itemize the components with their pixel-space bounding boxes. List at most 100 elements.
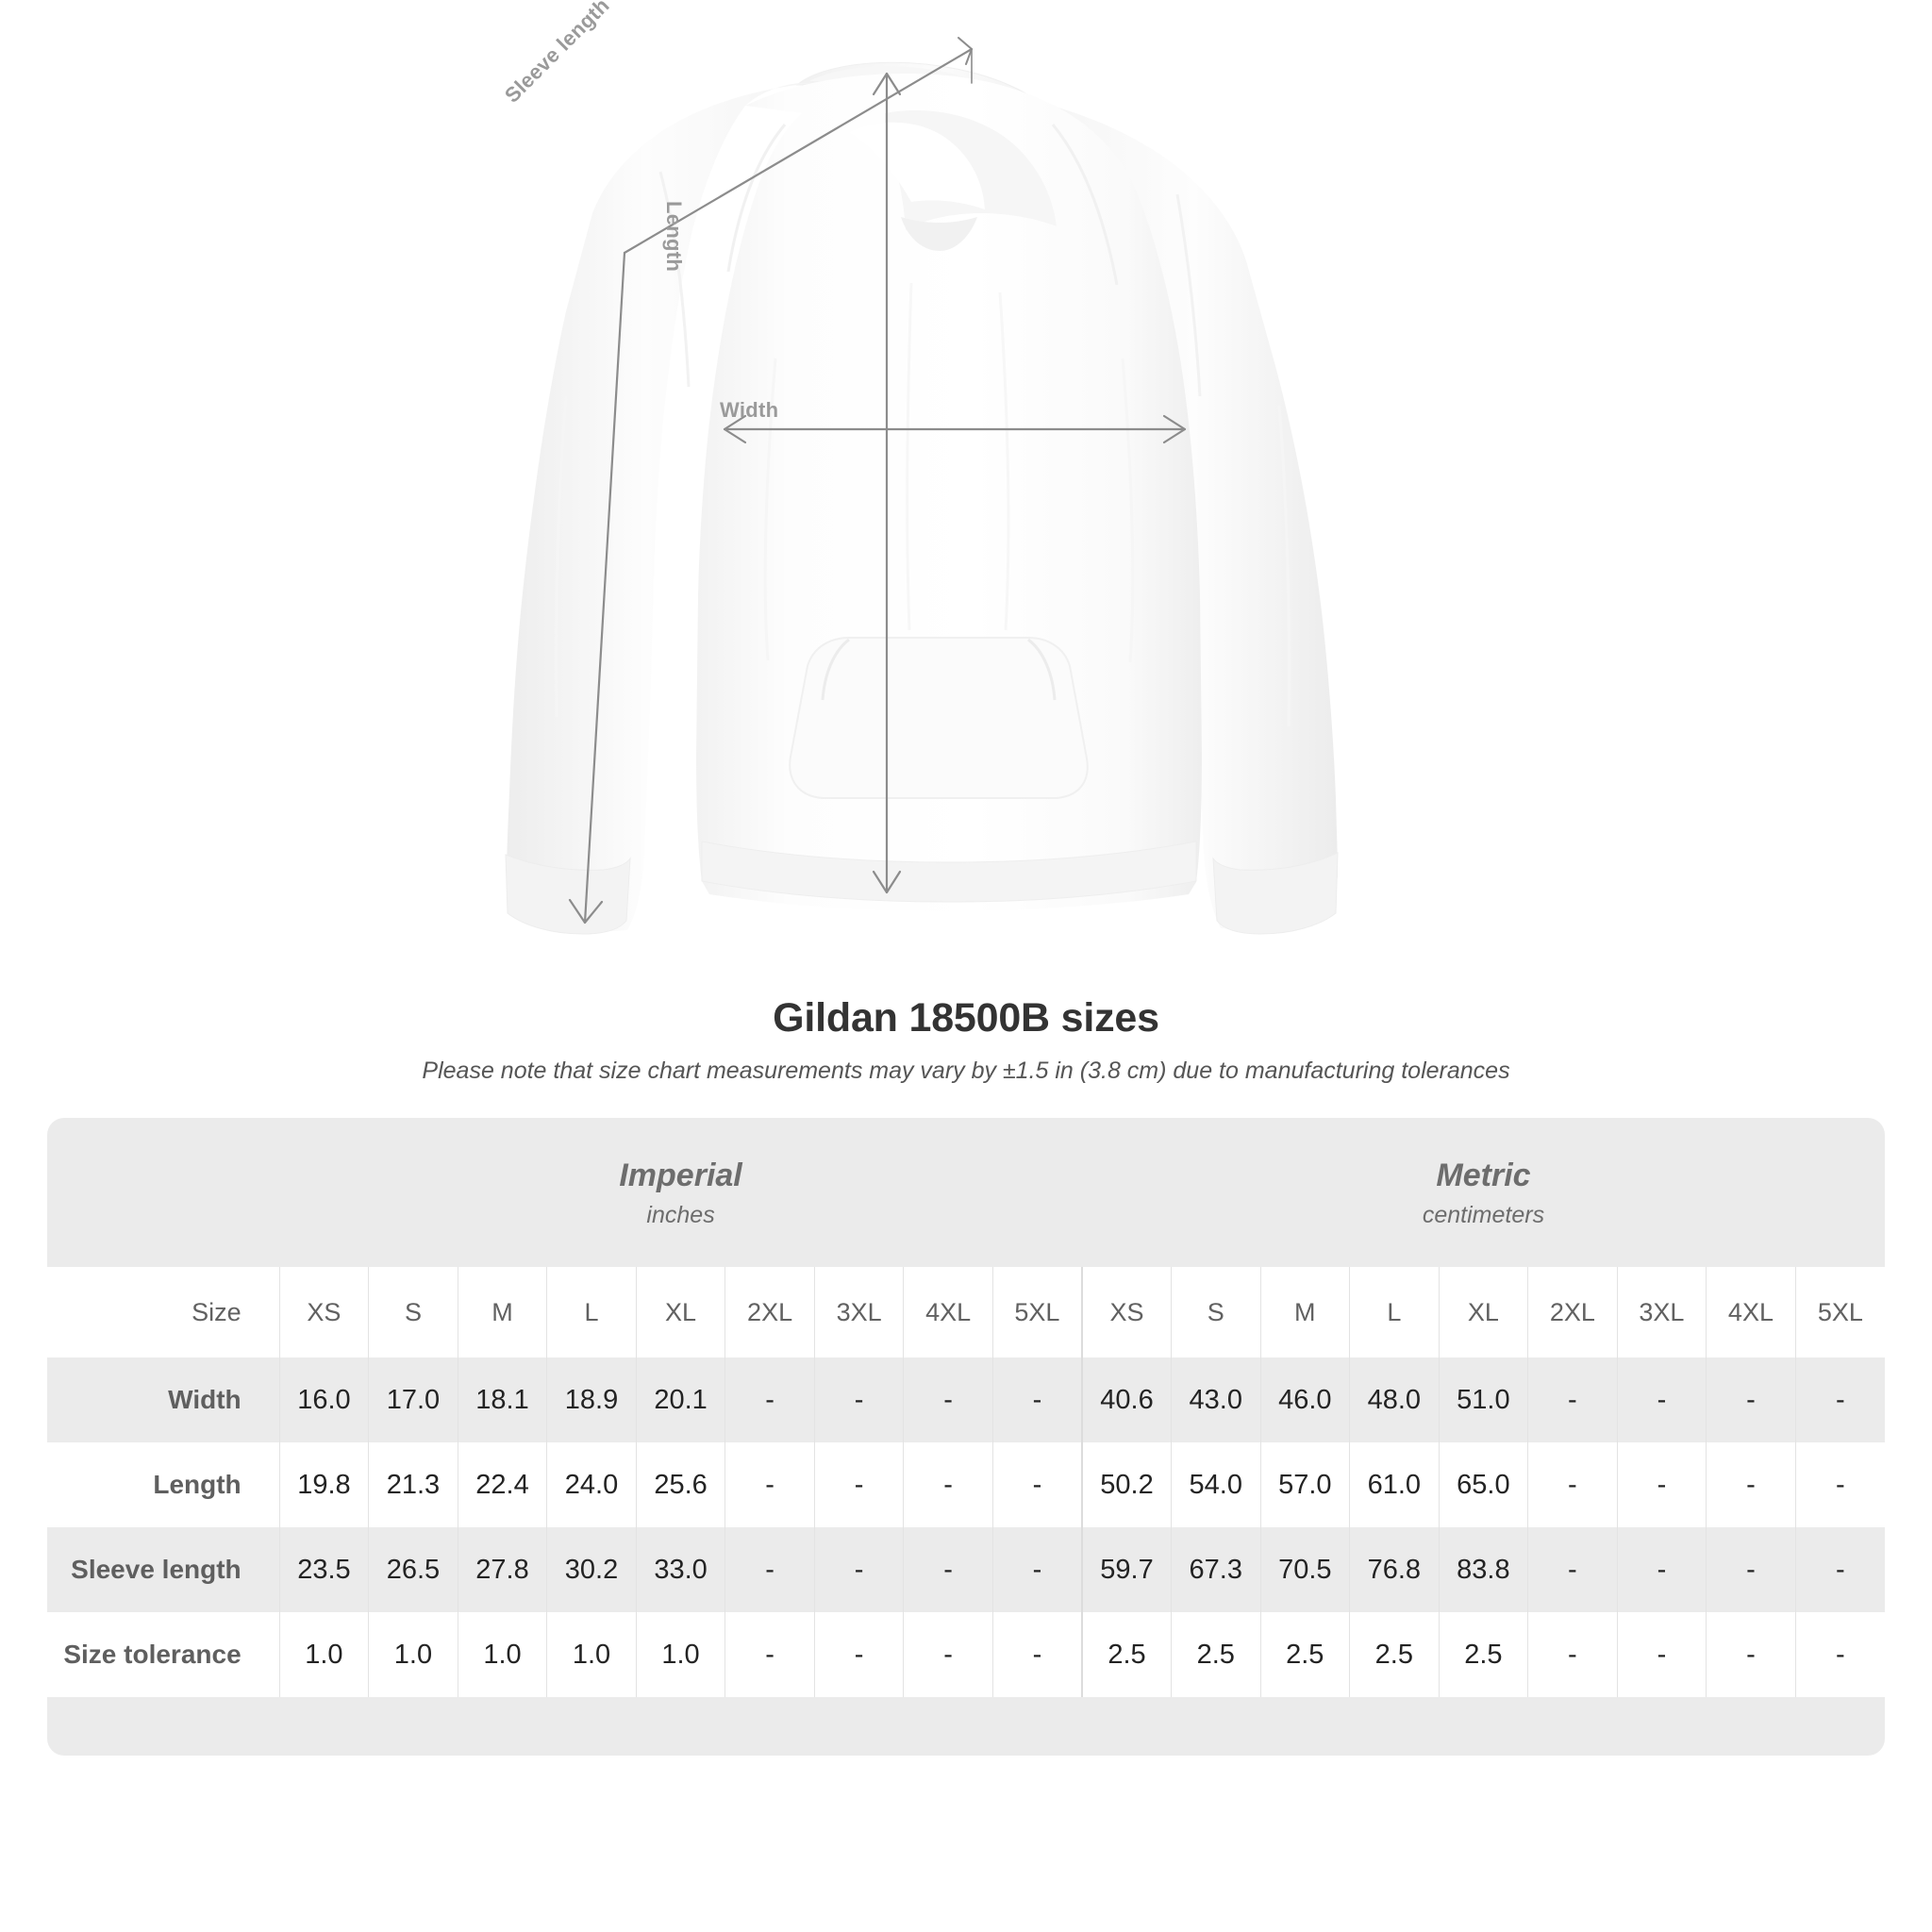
size-col-metric-s: S: [1171, 1267, 1261, 1357]
cell-length-metric-l: 61.0: [1349, 1442, 1440, 1527]
cell-tolerance-imperial-l: 1.0: [546, 1612, 637, 1697]
cell-width-imperial-2xl: -: [724, 1357, 815, 1442]
size-col-metric-2xl: 2XL: [1527, 1267, 1618, 1357]
cell-sleeve-imperial-2xl: -: [724, 1527, 815, 1612]
size-col-imperial-xl: XL: [635, 1267, 725, 1357]
size-col-imperial-m: M: [457, 1267, 547, 1357]
row-label-length: Length: [47, 1442, 280, 1527]
size-col-imperial-2xl: 2XL: [724, 1267, 815, 1357]
cell-sleeve-metric-3xl: -: [1616, 1527, 1707, 1612]
cell-length-metric-xs: 50.2: [1080, 1442, 1172, 1527]
garment-diagram: Sleeve length Length Width: [500, 0, 1339, 935]
cell-length-imperial-xs: 19.8: [278, 1442, 369, 1527]
row-label-sleeve-length: Sleeve length: [47, 1527, 280, 1612]
cell-width-imperial-xl: 20.1: [635, 1357, 725, 1442]
unit-sub-metric: centimeters: [1422, 1201, 1545, 1228]
cell-length-imperial-3xl: -: [813, 1442, 904, 1527]
size-col-imperial-3xl: 3XL: [813, 1267, 904, 1357]
cell-length-metric-2xl: -: [1527, 1442, 1618, 1527]
size-col-imperial-4xl: 4XL: [903, 1267, 993, 1357]
width-annotation-label: Width: [720, 398, 779, 422]
page-title: Gildan 18500B sizes: [773, 995, 1159, 1041]
cell-width-imperial-s: 17.0: [368, 1357, 458, 1442]
cell-length-imperial-m: 22.4: [457, 1442, 547, 1527]
table-footer-left: [47, 1697, 280, 1756]
cell-tolerance-metric-s: 2.5: [1171, 1612, 1261, 1697]
page-subtitle: Please note that size chart measurements…: [422, 1058, 1510, 1084]
row-label-size-tolerance: Size tolerance: [47, 1612, 280, 1697]
size-col-metric-3xl: 3XL: [1616, 1267, 1707, 1357]
cell-length-metric-5xl: -: [1794, 1442, 1885, 1527]
cell-tolerance-metric-xs: 2.5: [1080, 1612, 1172, 1697]
size-col-imperial-l: L: [546, 1267, 637, 1357]
cell-width-metric-3xl: -: [1616, 1357, 1707, 1442]
cell-width-imperial-xs: 16.0: [278, 1357, 369, 1442]
table-row-size-tolerance: Size tolerance 1.0 1.0 1.0 1.0 1.0 - - -…: [47, 1612, 1885, 1697]
unit-banner-imperial: Imperial inches: [279, 1118, 1082, 1267]
cell-tolerance-metric-xl: 2.5: [1438, 1612, 1528, 1697]
length-annotation-label: Length: [662, 201, 686, 273]
cell-width-imperial-l: 18.9: [546, 1357, 637, 1442]
size-col-metric-m: M: [1259, 1267, 1350, 1357]
cell-width-metric-4xl: -: [1706, 1357, 1796, 1442]
table-row-length: Length 19.8 21.3 22.4 24.0 25.6 - - - - …: [47, 1442, 1885, 1527]
cell-width-metric-5xl: -: [1794, 1357, 1885, 1442]
row-label-width: Width: [47, 1357, 280, 1442]
cell-tolerance-imperial-m: 1.0: [457, 1612, 547, 1697]
unit-name-imperial: Imperial: [619, 1158, 742, 1194]
cell-sleeve-imperial-xs: 23.5: [278, 1527, 369, 1612]
size-chart-table-wrapper: Imperial inches Metric centimeters Size …: [47, 1118, 1885, 1756]
cell-length-imperial-2xl: -: [724, 1442, 815, 1527]
size-col-metric-4xl: 4XL: [1706, 1267, 1796, 1357]
cell-sleeve-metric-m: 70.5: [1259, 1527, 1350, 1612]
table-footer-middle: [279, 1697, 1082, 1756]
title-block: Gildan 18500B sizes Please note that siz…: [0, 995, 1932, 1085]
cell-length-imperial-l: 24.0: [546, 1442, 637, 1527]
cell-sleeve-imperial-4xl: -: [903, 1527, 993, 1612]
size-chart-table: Imperial inches Metric centimeters Size …: [47, 1118, 1885, 1756]
unit-banner-spacer-left: [47, 1118, 280, 1267]
cell-sleeve-metric-5xl: -: [1794, 1527, 1885, 1612]
cell-width-imperial-3xl: -: [813, 1357, 904, 1442]
size-col-metric-l: L: [1349, 1267, 1440, 1357]
cell-width-metric-xs: 40.6: [1080, 1357, 1172, 1442]
size-header-row: Size XS S M L XL 2XL 3XL 4XL 5XL XS S M …: [47, 1267, 1885, 1357]
cell-tolerance-imperial-xs: 1.0: [278, 1612, 369, 1697]
cell-length-metric-s: 54.0: [1171, 1442, 1261, 1527]
cell-width-metric-m: 46.0: [1259, 1357, 1350, 1442]
cell-width-metric-s: 43.0: [1171, 1357, 1261, 1442]
cell-sleeve-imperial-5xl: -: [991, 1527, 1082, 1612]
cell-width-imperial-4xl: -: [903, 1357, 993, 1442]
cell-tolerance-imperial-5xl: -: [991, 1612, 1082, 1697]
cell-sleeve-metric-l: 76.8: [1349, 1527, 1440, 1612]
cell-sleeve-metric-s: 67.3: [1171, 1527, 1261, 1612]
cell-sleeve-metric-xs: 59.7: [1080, 1527, 1172, 1612]
cell-sleeve-imperial-l: 30.2: [546, 1527, 637, 1612]
cell-width-metric-xl: 51.0: [1438, 1357, 1528, 1442]
size-col-imperial-5xl: 5XL: [991, 1267, 1082, 1357]
cell-sleeve-metric-2xl: -: [1527, 1527, 1618, 1612]
table-row-sleeve-length: Sleeve length 23.5 26.5 27.8 30.2 33.0 -…: [47, 1527, 1885, 1612]
unit-banner-metric: Metric centimeters: [1081, 1118, 1885, 1267]
cell-width-metric-2xl: -: [1527, 1357, 1618, 1442]
cell-sleeve-imperial-m: 27.8: [457, 1527, 547, 1612]
size-col-metric-xs: XS: [1080, 1267, 1172, 1357]
cell-length-metric-3xl: -: [1616, 1442, 1707, 1527]
size-col-metric-xl: XL: [1438, 1267, 1528, 1357]
cell-length-imperial-s: 21.3: [368, 1442, 458, 1527]
size-col-imperial-xs: XS: [278, 1267, 369, 1357]
cell-tolerance-imperial-3xl: -: [813, 1612, 904, 1697]
cell-tolerance-metric-5xl: -: [1794, 1612, 1885, 1697]
cell-tolerance-metric-3xl: -: [1616, 1612, 1707, 1697]
cell-sleeve-metric-xl: 83.8: [1438, 1527, 1528, 1612]
cell-tolerance-metric-l: 2.5: [1349, 1612, 1440, 1697]
cell-tolerance-imperial-4xl: -: [903, 1612, 993, 1697]
size-col-metric-5xl: 5XL: [1794, 1267, 1885, 1357]
size-header-label: Size: [47, 1267, 280, 1357]
cell-tolerance-metric-m: 2.5: [1259, 1612, 1350, 1697]
cell-tolerance-metric-4xl: -: [1706, 1612, 1796, 1697]
table-footer-row: [47, 1697, 1885, 1756]
cell-length-imperial-5xl: -: [991, 1442, 1082, 1527]
cell-sleeve-imperial-3xl: -: [813, 1527, 904, 1612]
